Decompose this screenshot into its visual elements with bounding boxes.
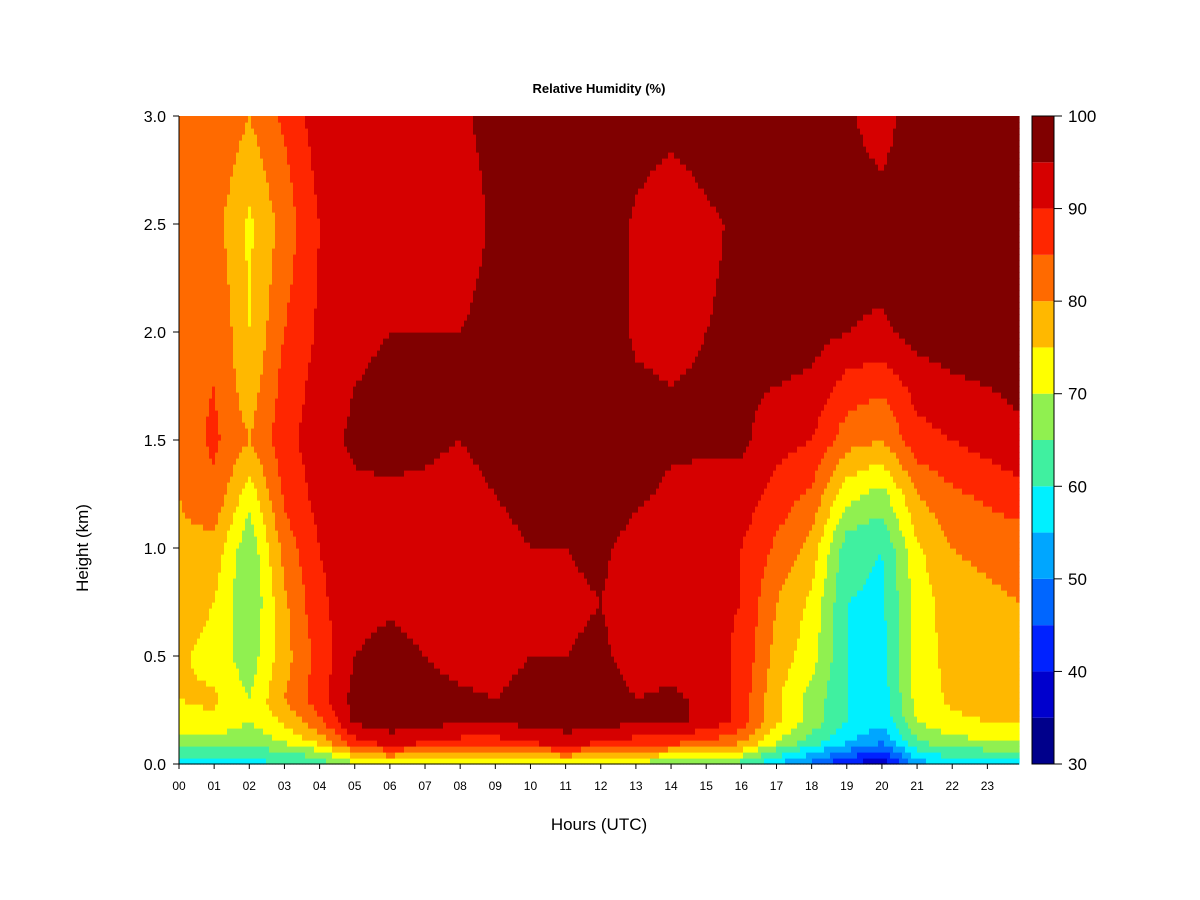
heatmap-plot-area	[179, 116, 1020, 765]
chart-title: Relative Humidity (%)	[533, 81, 666, 96]
